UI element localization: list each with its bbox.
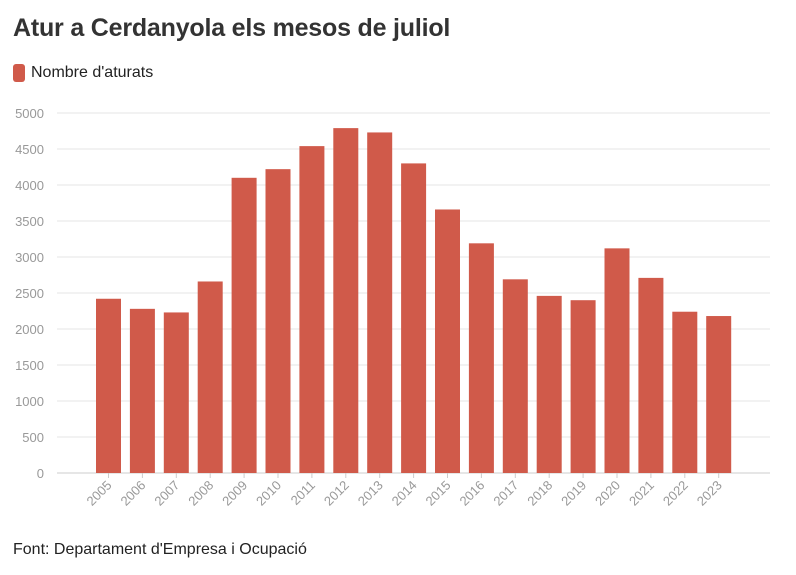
bar-2016 [468,243,494,473]
y-tick-label: 0 [37,466,44,481]
bar-2012 [333,128,359,473]
x-tick-label: 2023 [694,478,725,509]
x-tick-label: 2006 [117,478,148,509]
bar-2008 [197,281,223,473]
legend-label: Nombre d'aturats [31,64,154,81]
x-tick-label: 2008 [185,478,216,509]
x-tick-label: 2016 [456,478,487,509]
bar-2020 [604,248,630,473]
bar-2007 [163,312,189,473]
x-tick-label: 2019 [558,478,589,509]
y-tick-label: 500 [22,430,44,445]
y-tick-label: 4500 [15,142,44,157]
bar-2018 [536,295,562,473]
x-tick-label: 2005 [84,478,115,509]
x-tick-label: 2018 [524,478,555,509]
bar-2023 [706,316,732,473]
y-tick-label: 1500 [15,358,44,373]
y-tick-label: 5000 [15,106,44,121]
y-tick-label: 3000 [15,250,44,265]
y-tick-label: 3500 [15,214,44,229]
y-tick-label: 2500 [15,286,44,301]
bar-2014 [401,163,427,473]
source-note: Font: Departament d'Empresa i Ocupació [13,541,307,558]
x-tick-label: 2011 [288,478,318,508]
bar-2006 [129,308,155,473]
x-tick-label: 2021 [626,478,657,509]
bar-2017 [502,279,528,473]
bar-2005 [96,298,121,473]
legend[interactable]: Nombre d'aturats [13,64,153,82]
bar-2010 [265,169,291,473]
x-tick-label: 2012 [321,478,352,509]
x-tick-label: 2014 [389,478,420,509]
bar-2019 [570,300,596,473]
x-tick-label: 2009 [219,478,250,509]
x-tick-label: 2015 [423,478,454,509]
y-tick-label: 4000 [15,178,44,193]
x-tick-label: 2013 [355,478,386,509]
bar-2013 [367,132,393,473]
chart-title: Atur a Cerdanyola els mesos de juliol [13,14,451,42]
x-tick-label: 2010 [253,478,284,509]
bar-2009 [231,177,257,474]
x-tick-label: 2022 [660,478,691,509]
legend-swatch [13,64,25,82]
bar-2011 [299,146,325,473]
x-tick-label: 2020 [592,478,623,509]
x-tick-label: 2017 [490,478,521,509]
y-tick-label: 1000 [15,394,44,409]
x-tick-label: 2007 [151,478,182,509]
bar-2022 [672,311,698,473]
y-tick-label: 2000 [15,322,44,337]
bar-2015 [435,209,460,474]
bar-2021 [638,277,664,473]
